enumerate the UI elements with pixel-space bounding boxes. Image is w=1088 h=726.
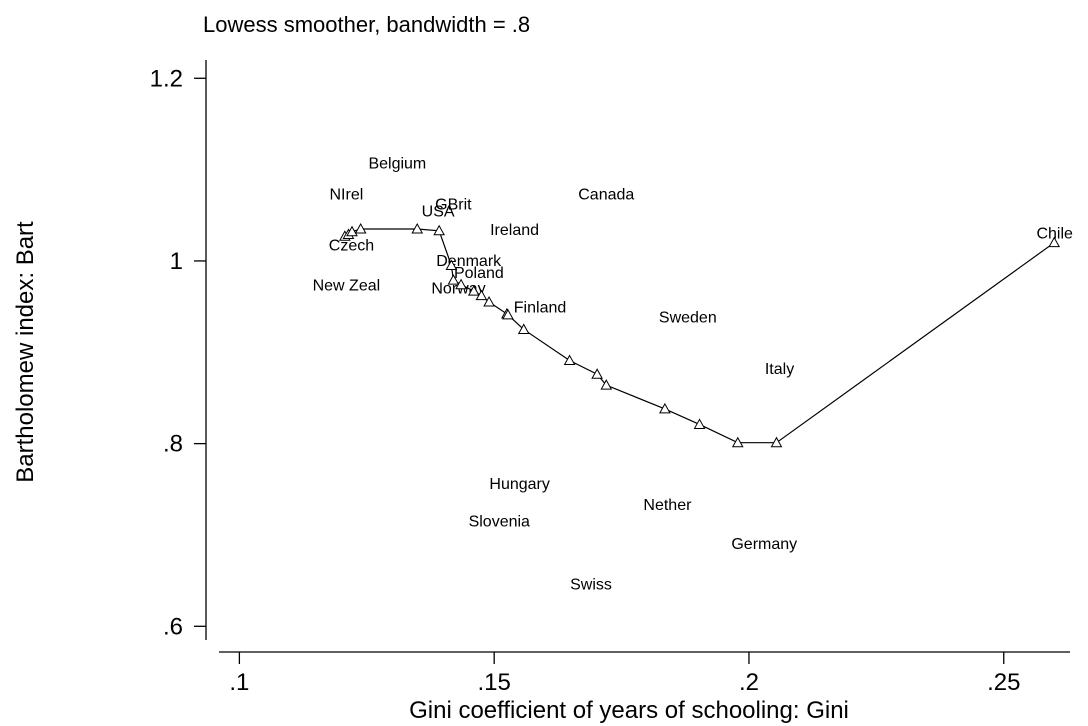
point-label: GBrit <box>435 196 472 213</box>
x-tick-label: .15 <box>477 669 510 696</box>
triangle-marker <box>731 436 744 448</box>
point-label: Finland <box>514 300 566 317</box>
x-axis-ticks: .1 .15 .2 .25 <box>229 652 1020 696</box>
point-label: New Zeal <box>313 278 381 295</box>
point-label: USA <box>422 204 455 221</box>
triangle-marker <box>445 259 458 271</box>
triangle-marker <box>502 308 514 320</box>
triangle-marker <box>563 354 576 366</box>
point-label: Belgium <box>368 155 426 172</box>
x-tick-label: .25 <box>987 669 1020 696</box>
point-label: Nether <box>643 497 692 514</box>
triangle-marker <box>346 225 358 237</box>
point-label: Chile <box>1036 226 1073 243</box>
triangle-marker <box>483 296 495 307</box>
triangle-marker <box>475 289 488 301</box>
triangle-marker <box>600 379 613 390</box>
y-tick-label: .8 <box>163 431 183 458</box>
triangle-marker <box>517 323 530 334</box>
point-label: Ireland <box>490 222 539 239</box>
point-label: Slovenia <box>469 513 530 530</box>
triangle-marker <box>433 224 445 236</box>
triangle-marker <box>354 222 367 234</box>
triangle-marker <box>455 278 467 290</box>
chart-subtitle: Lowess smoother, bandwidth = .8 <box>203 12 530 37</box>
point-label: NIrel <box>330 186 364 203</box>
x-axis-title: Gini coefficient of years of schooling: … <box>409 697 849 724</box>
triangle-marker <box>1048 236 1061 248</box>
y-axis-ticks: .6 .8 1 1.2 <box>150 65 206 640</box>
y-axis-title: Bartholomew index: Bart <box>12 221 39 483</box>
triangle-marker <box>591 368 603 379</box>
x-tick-label: .2 <box>739 669 759 696</box>
point-label: Italy <box>765 361 794 378</box>
point-label: Poland <box>454 265 504 282</box>
point-label: Canada <box>578 186 634 203</box>
triangle-marker <box>447 274 460 285</box>
triangle-marker <box>411 222 424 234</box>
y-tick-label: 1.2 <box>150 65 183 92</box>
point-label: Germany <box>731 536 797 553</box>
x-tick-label: .1 <box>229 669 249 696</box>
y-tick-label: .6 <box>163 613 183 640</box>
lowess-markers <box>339 222 1061 448</box>
point-label: Czech <box>329 238 374 255</box>
point-label: Swiss <box>570 576 612 593</box>
point-label: Hungary <box>489 476 549 493</box>
triangle-marker <box>693 418 706 429</box>
point-label: Sweden <box>659 310 717 327</box>
triangle-marker <box>659 402 671 414</box>
triangle-marker <box>467 285 480 296</box>
y-tick-label: 1 <box>170 248 183 275</box>
triangle-marker <box>770 436 783 448</box>
